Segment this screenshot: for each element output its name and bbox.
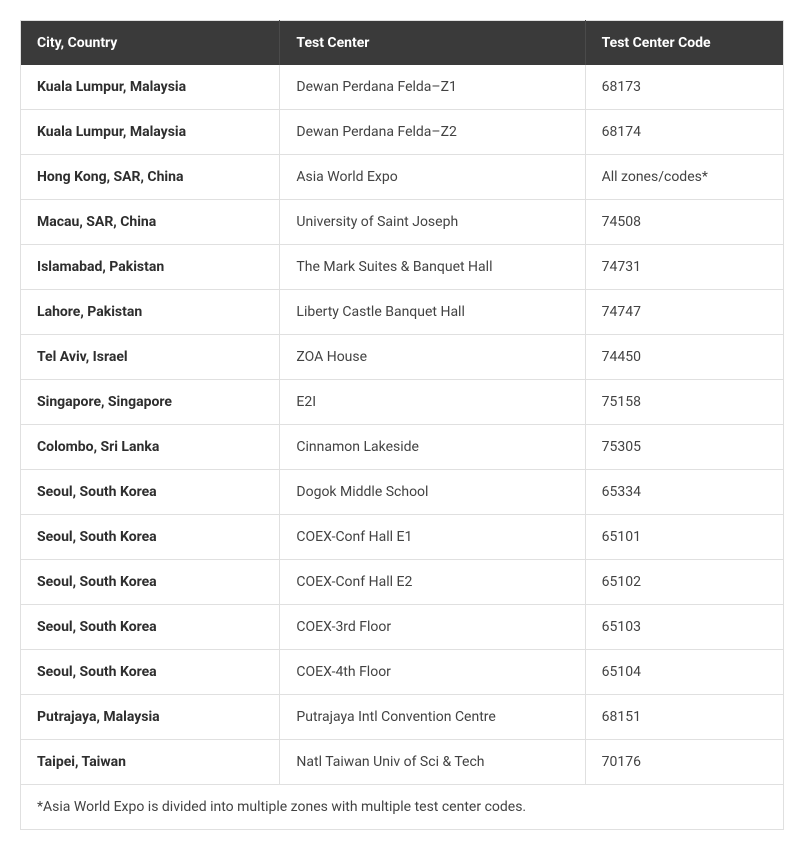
cell-city: Hong Kong, SAR, China <box>21 155 280 200</box>
cell-city: Islamabad, Pakistan <box>21 245 280 290</box>
table-row: Kuala Lumpur, MalaysiaDewan Perdana Feld… <box>21 65 784 110</box>
cell-code: 74731 <box>585 245 783 290</box>
cell-code: All zones/codes* <box>585 155 783 200</box>
table-row: Singapore, SingaporeE2I75158 <box>21 380 784 425</box>
cell-code: 75305 <box>585 425 783 470</box>
cell-center: Liberty Castle Banquet Hall <box>280 290 585 335</box>
table-body: Kuala Lumpur, MalaysiaDewan Perdana Feld… <box>21 65 784 785</box>
table-row: Lahore, PakistanLiberty Castle Banquet H… <box>21 290 784 335</box>
cell-code: 68173 <box>585 65 783 110</box>
table-row: Putrajaya, MalaysiaPutrajaya Intl Conven… <box>21 695 784 740</box>
cell-code: 65103 <box>585 605 783 650</box>
cell-city: Lahore, Pakistan <box>21 290 280 335</box>
cell-center: University of Saint Joseph <box>280 200 585 245</box>
table-row: Taipei, TaiwanNatl Taiwan Univ of Sci & … <box>21 740 784 785</box>
test-center-table: City, Country Test Center Test Center Co… <box>20 20 784 830</box>
cell-code: 65101 <box>585 515 783 560</box>
cell-center: COEX-3rd Floor <box>280 605 585 650</box>
cell-center: Dewan Perdana Felda–Z1 <box>280 65 585 110</box>
cell-city: Seoul, South Korea <box>21 470 280 515</box>
table-header-row: City, Country Test Center Test Center Co… <box>21 21 784 66</box>
table-footnote: *Asia World Expo is divided into multipl… <box>21 785 784 830</box>
cell-center: The Mark Suites & Banquet Hall <box>280 245 585 290</box>
table-row: Seoul, South KoreaCOEX-3rd Floor65103 <box>21 605 784 650</box>
cell-code: 68174 <box>585 110 783 155</box>
cell-code: 65334 <box>585 470 783 515</box>
cell-center: COEX-4th Floor <box>280 650 585 695</box>
cell-code: 70176 <box>585 740 783 785</box>
column-header-code: Test Center Code <box>585 21 783 66</box>
cell-code: 74450 <box>585 335 783 380</box>
cell-city: Seoul, South Korea <box>21 515 280 560</box>
cell-code: 65104 <box>585 650 783 695</box>
cell-code: 75158 <box>585 380 783 425</box>
column-header-center: Test Center <box>280 21 585 66</box>
table-row: Tel Aviv, IsraelZOA House74450 <box>21 335 784 380</box>
cell-code: 74747 <box>585 290 783 335</box>
cell-city: Kuala Lumpur, Malaysia <box>21 65 280 110</box>
cell-city: Seoul, South Korea <box>21 605 280 650</box>
cell-city: Putrajaya, Malaysia <box>21 695 280 740</box>
cell-center: ZOA House <box>280 335 585 380</box>
cell-code: 68151 <box>585 695 783 740</box>
cell-center: Natl Taiwan Univ of Sci & Tech <box>280 740 585 785</box>
cell-city: Tel Aviv, Israel <box>21 335 280 380</box>
table-row: Islamabad, PakistanThe Mark Suites & Ban… <box>21 245 784 290</box>
table-row: Hong Kong, SAR, ChinaAsia World ExpoAll … <box>21 155 784 200</box>
table-row: Seoul, South KoreaCOEX-Conf Hall E165101 <box>21 515 784 560</box>
table-row: Kuala Lumpur, MalaysiaDewan Perdana Feld… <box>21 110 784 155</box>
table-row: Seoul, South KoreaCOEX-4th Floor65104 <box>21 650 784 695</box>
cell-center: Putrajaya Intl Convention Centre <box>280 695 585 740</box>
cell-center: COEX-Conf Hall E1 <box>280 515 585 560</box>
cell-city: Seoul, South Korea <box>21 650 280 695</box>
cell-city: Taipei, Taiwan <box>21 740 280 785</box>
table-row: Seoul, South KoreaCOEX-Conf Hall E265102 <box>21 560 784 605</box>
cell-city: Singapore, Singapore <box>21 380 280 425</box>
cell-code: 65102 <box>585 560 783 605</box>
table-row: Colombo, Sri LankaCinnamon Lakeside75305 <box>21 425 784 470</box>
table-row: Macau, SAR, ChinaUniversity of Saint Jos… <box>21 200 784 245</box>
cell-center: COEX-Conf Hall E2 <box>280 560 585 605</box>
cell-city: Colombo, Sri Lanka <box>21 425 280 470</box>
cell-center: Dewan Perdana Felda–Z2 <box>280 110 585 155</box>
cell-center: Dogok Middle School <box>280 470 585 515</box>
table-footnote-row: *Asia World Expo is divided into multipl… <box>21 785 784 830</box>
cell-center: E2I <box>280 380 585 425</box>
cell-code: 74508 <box>585 200 783 245</box>
cell-center: Asia World Expo <box>280 155 585 200</box>
cell-center: Cinnamon Lakeside <box>280 425 585 470</box>
column-header-city: City, Country <box>21 21 280 66</box>
cell-city: Macau, SAR, China <box>21 200 280 245</box>
cell-city: Kuala Lumpur, Malaysia <box>21 110 280 155</box>
table-row: Seoul, South KoreaDogok Middle School653… <box>21 470 784 515</box>
cell-city: Seoul, South Korea <box>21 560 280 605</box>
